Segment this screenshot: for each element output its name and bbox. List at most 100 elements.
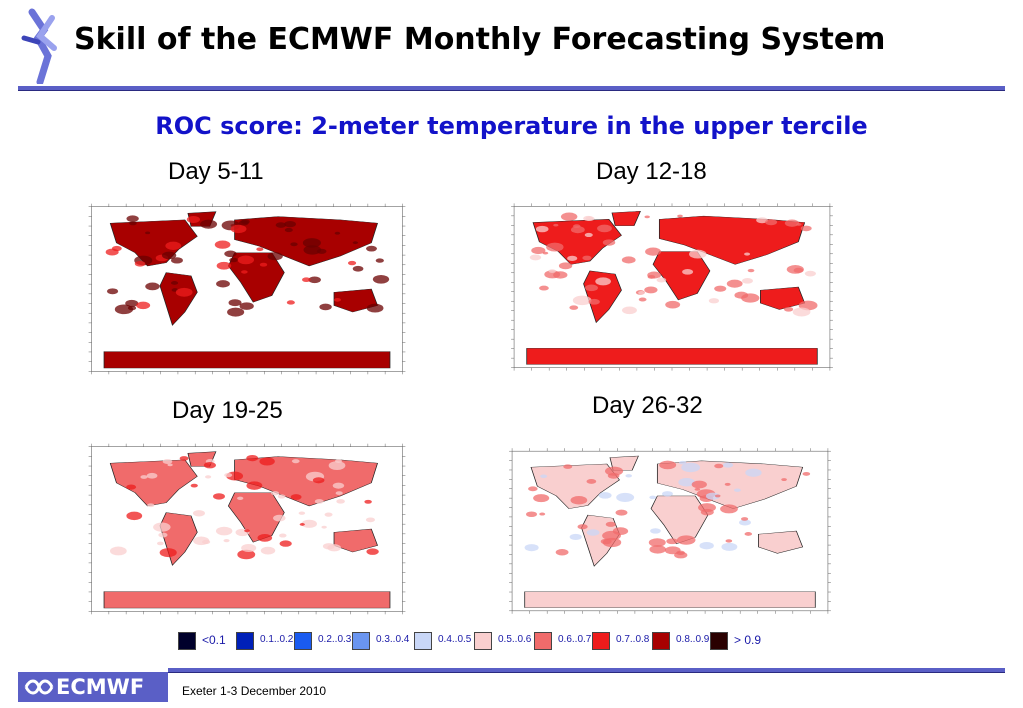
skill-patch — [584, 284, 598, 292]
skill-patch — [257, 534, 273, 542]
skill-patch — [676, 535, 696, 545]
skill-patch — [347, 260, 357, 266]
skill-patch — [365, 517, 375, 523]
skill-patch — [321, 525, 327, 529]
skill-patch — [324, 512, 333, 517]
skill-patch — [572, 295, 592, 306]
roc-map-day-19-25 — [88, 443, 406, 615]
skill-patch — [260, 546, 276, 555]
skill-patch — [656, 277, 667, 283]
skill-patch — [284, 221, 296, 228]
skill-patch — [256, 247, 264, 252]
skill-patch — [734, 488, 741, 492]
skill-patch — [239, 302, 254, 310]
skill-patch — [153, 522, 171, 532]
skill-patch — [741, 278, 753, 284]
skill-patch — [366, 548, 379, 555]
skill-patch — [602, 530, 621, 541]
legend-swatch — [534, 632, 552, 650]
footer-divider — [168, 668, 1005, 673]
skill-patch — [229, 257, 238, 263]
panel-label-day-12-18: Day 12-18 — [596, 158, 707, 185]
skill-patch — [145, 282, 160, 291]
continents — [103, 451, 391, 609]
continent-shape — [609, 455, 639, 471]
skill-patch — [666, 538, 678, 545]
skill-patch — [645, 247, 662, 256]
continent-shape — [581, 514, 620, 567]
legend-label: 0.6..0.7 — [558, 634, 592, 645]
ecmwf-swirl-icon — [24, 679, 54, 695]
skill-patch — [714, 494, 721, 498]
skill-patch — [179, 456, 189, 461]
skill-patch — [336, 499, 345, 504]
skill-patch — [582, 255, 592, 261]
roc-map-day-5-11 — [88, 203, 406, 375]
continent-shape — [758, 530, 804, 554]
roc-map-day-12-18 — [511, 203, 833, 371]
skill-patch — [722, 462, 734, 468]
skill-patch — [739, 519, 751, 526]
skill-patch — [597, 224, 612, 233]
skill-patch — [159, 548, 177, 558]
skill-patch — [553, 223, 559, 227]
skill-patch — [793, 267, 804, 273]
skill-patch — [539, 512, 546, 516]
skill-patch — [577, 524, 588, 530]
skill-patch — [126, 215, 139, 222]
continent-shape — [333, 528, 378, 553]
skill-patch — [223, 538, 230, 543]
slide-subtitle: ROC score: 2-meter temperature in the up… — [155, 112, 868, 140]
skill-patch — [542, 251, 549, 255]
skill-patch — [700, 508, 714, 516]
skill-patch — [175, 287, 193, 297]
skill-patch — [134, 260, 146, 267]
skill-patch — [127, 305, 137, 311]
skill-patch — [529, 254, 542, 261]
legend-label: 0.1..0.2 — [260, 634, 294, 645]
skill-patch — [205, 475, 212, 479]
skill-patch — [308, 276, 321, 284]
skill-patch — [186, 215, 200, 223]
skill-patch — [721, 542, 738, 551]
skill-patch — [158, 532, 168, 538]
skill-patch — [800, 225, 812, 232]
continents — [524, 455, 816, 608]
skill-patch — [734, 291, 749, 299]
legend-swatch — [178, 632, 196, 650]
skill-patch — [621, 256, 636, 264]
skill-patch — [638, 291, 645, 295]
skill-patch — [678, 460, 687, 465]
skill-patch — [664, 546, 681, 555]
skill-patch — [720, 504, 738, 514]
footer-text: Exeter 1-3 December 2010 — [182, 684, 327, 698]
skill-patch — [694, 487, 701, 491]
skill-patch — [649, 545, 667, 554]
skill-patch — [279, 533, 287, 538]
skill-patch — [246, 454, 259, 462]
skill-patch — [569, 533, 582, 541]
skill-patch — [259, 457, 275, 466]
skill-patch — [106, 288, 119, 295]
ecmwf-logo-text: ECMWF — [56, 675, 145, 699]
skill-patch — [170, 281, 179, 285]
legend-label: > 0.9 — [734, 633, 762, 647]
skill-patch — [625, 474, 632, 478]
skill-patch — [286, 300, 295, 305]
skill-patch — [364, 499, 372, 504]
continent-shape — [583, 270, 622, 324]
skill-patch — [162, 458, 173, 465]
skill-patch — [708, 298, 720, 304]
skill-patch — [602, 239, 616, 246]
continent-shape — [333, 288, 378, 313]
skill-patch — [105, 248, 119, 256]
skill-patch — [647, 274, 656, 279]
skill-patch — [602, 537, 622, 548]
skill-patch — [241, 270, 248, 274]
skill-patch — [560, 212, 578, 221]
skill-patch — [190, 483, 198, 488]
skill-patch — [563, 464, 573, 469]
skill-patch — [299, 523, 305, 526]
skill-patch — [302, 238, 321, 248]
skill-patch — [569, 305, 579, 310]
